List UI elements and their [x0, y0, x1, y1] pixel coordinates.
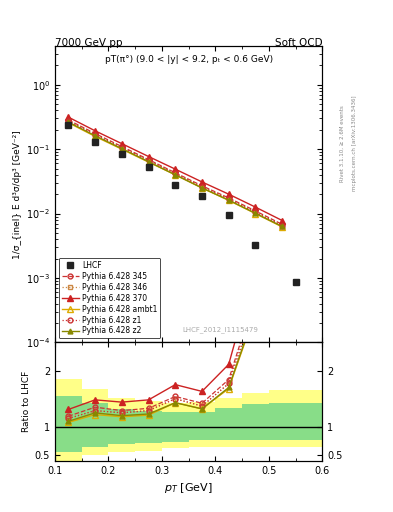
Line: Pythia 6.428 345: Pythia 6.428 345 [66, 117, 285, 227]
Y-axis label: Ratio to LHCF: Ratio to LHCF [22, 371, 31, 432]
X-axis label: $p_{T}$ [GeV]: $p_{T}$ [GeV] [164, 481, 213, 495]
Text: pT(π°) (9.0 < |y| < 9.2, pₜ < 0.6 GeV): pT(π°) (9.0 < |y| < 9.2, pₜ < 0.6 GeV) [105, 55, 273, 64]
LHCF [119, 151, 124, 157]
Pythia 6.428 346 [280, 223, 285, 229]
Pythia 6.428 370 [66, 114, 71, 120]
Pythia 6.428 346 [119, 144, 124, 151]
Pythia 6.428 346 [173, 170, 178, 177]
Pythia 6.428 370 [253, 204, 258, 210]
Text: mcplots.cern.ch [arXiv:1306.3436]: mcplots.cern.ch [arXiv:1306.3436] [352, 96, 357, 191]
Pythia 6.428 345 [66, 117, 71, 123]
Line: Pythia 6.428 ambt1: Pythia 6.428 ambt1 [65, 120, 285, 230]
Pythia 6.428 z2 [173, 172, 178, 178]
Pythia 6.428 z1 [146, 157, 151, 163]
Pythia 6.428 ambt1 [280, 224, 285, 230]
Pythia 6.428 345 [146, 157, 151, 163]
LHCF [293, 280, 298, 286]
Pythia 6.428 z1 [66, 118, 71, 124]
Pythia 6.428 ambt1 [226, 197, 231, 203]
Pythia 6.428 z2 [146, 159, 151, 165]
Pythia 6.428 z2 [226, 197, 231, 203]
Pythia 6.428 z2 [253, 210, 258, 217]
Line: Pythia 6.428 346: Pythia 6.428 346 [66, 118, 285, 228]
Pythia 6.428 370 [146, 154, 151, 160]
Pythia 6.428 z1 [200, 184, 204, 190]
Pythia 6.428 345 [119, 143, 124, 150]
LHCF [200, 193, 204, 199]
Pythia 6.428 ambt1 [119, 146, 124, 152]
Pythia 6.428 ambt1 [146, 159, 151, 165]
Pythia 6.428 345 [226, 195, 231, 201]
Y-axis label: 1/σ_{inel} E d³σ/dp³ [GeV⁻²]: 1/σ_{inel} E d³σ/dp³ [GeV⁻²] [13, 130, 22, 259]
Pythia 6.428 ambt1 [200, 185, 204, 191]
Line: Pythia 6.428 z1: Pythia 6.428 z1 [66, 118, 285, 228]
Pythia 6.428 346 [146, 157, 151, 163]
Pythia 6.428 345 [173, 169, 178, 176]
Text: Soft QCD: Soft QCD [275, 38, 322, 49]
Pythia 6.428 370 [280, 218, 285, 224]
Pythia 6.428 z1 [93, 132, 97, 138]
Pythia 6.428 z2 [93, 133, 97, 139]
Pythia 6.428 ambt1 [173, 172, 178, 178]
Pythia 6.428 346 [200, 184, 204, 190]
Pythia 6.428 346 [253, 209, 258, 215]
Pythia 6.428 ambt1 [253, 210, 258, 217]
Pythia 6.428 ambt1 [93, 133, 97, 139]
Pythia 6.428 z2 [200, 185, 204, 191]
Pythia 6.428 z1 [226, 196, 231, 202]
Pythia 6.428 346 [226, 196, 231, 202]
Pythia 6.428 370 [173, 166, 178, 172]
Text: Rivet 3.1.10, ≥ 2.6M events: Rivet 3.1.10, ≥ 2.6M events [340, 105, 345, 182]
Pythia 6.428 370 [200, 179, 204, 185]
Pythia 6.428 345 [253, 208, 258, 214]
Legend: LHCF, Pythia 6.428 345, Pythia 6.428 346, Pythia 6.428 370, Pythia 6.428 ambt1, : LHCF, Pythia 6.428 345, Pythia 6.428 346… [59, 258, 160, 338]
LHCF [226, 212, 231, 218]
LHCF [93, 139, 97, 145]
Pythia 6.428 370 [119, 141, 124, 147]
Line: Pythia 6.428 370: Pythia 6.428 370 [65, 114, 285, 224]
Pythia 6.428 z1 [253, 209, 258, 215]
Pythia 6.428 z1 [280, 223, 285, 229]
Pythia 6.428 346 [93, 132, 97, 138]
Line: LHCF: LHCF [65, 122, 299, 286]
Pythia 6.428 345 [200, 183, 204, 189]
LHCF [66, 122, 71, 128]
Pythia 6.428 346 [66, 118, 71, 124]
Pythia 6.428 345 [280, 221, 285, 227]
LHCF [146, 164, 151, 170]
Pythia 6.428 370 [226, 191, 231, 197]
Pythia 6.428 z2 [280, 223, 285, 229]
LHCF [173, 182, 178, 188]
Pythia 6.428 z1 [119, 144, 124, 151]
Line: Pythia 6.428 z2: Pythia 6.428 z2 [66, 120, 285, 229]
LHCF [253, 242, 258, 248]
Pythia 6.428 370 [93, 128, 97, 134]
Text: 7000 GeV pp: 7000 GeV pp [55, 38, 123, 49]
Pythia 6.428 345 [93, 131, 97, 137]
Pythia 6.428 z2 [119, 145, 124, 152]
Pythia 6.428 ambt1 [66, 120, 71, 126]
Pythia 6.428 z1 [173, 170, 178, 177]
Pythia 6.428 z2 [66, 119, 71, 125]
Text: LHCF_2012_I1115479: LHCF_2012_I1115479 [183, 327, 259, 333]
